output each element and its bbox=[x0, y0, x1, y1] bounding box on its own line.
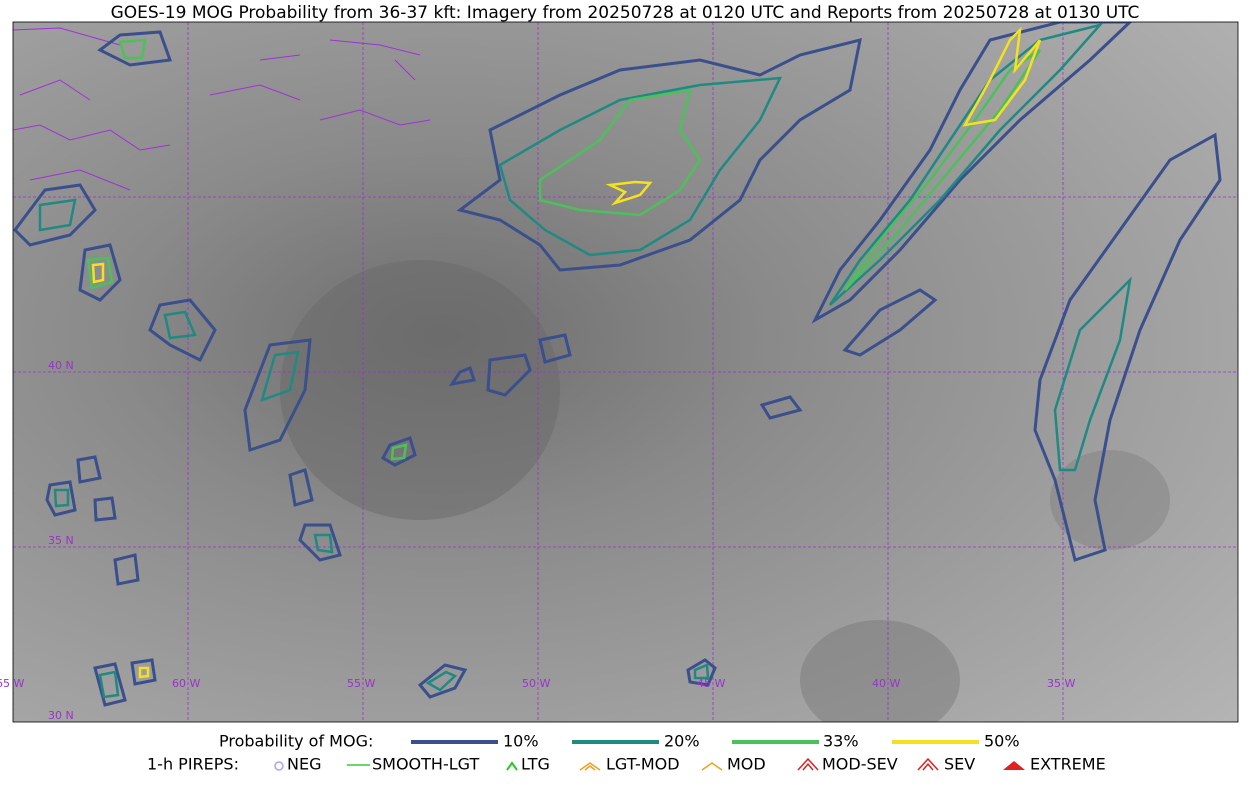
legend-item: 10% bbox=[503, 732, 539, 751]
legend-icon bbox=[917, 757, 939, 771]
legend-icon bbox=[1003, 761, 1025, 770]
contours bbox=[13, 22, 1222, 707]
grid bbox=[13, 22, 1238, 722]
legend-item: SMOOTH-LGT bbox=[372, 755, 479, 774]
lon-label: 45 W bbox=[697, 677, 725, 690]
legend-item: EXTREME bbox=[1030, 755, 1106, 774]
title: GOES-19 MOG Probability from 36-37 kft: … bbox=[111, 3, 1140, 23]
lon-label: 35 W bbox=[1047, 677, 1075, 690]
legend: Probability of MOG: 10% 20% 33% 50% 1-h … bbox=[147, 732, 1106, 774]
legend-icon bbox=[701, 762, 723, 771]
lon-label: 40 W bbox=[872, 677, 900, 690]
legend-item: NEG bbox=[287, 755, 321, 774]
legend-item: 20% bbox=[664, 732, 700, 751]
lon-label: 60 W bbox=[172, 677, 200, 690]
legend-item: LTG bbox=[521, 755, 550, 774]
lat-label: 30 N bbox=[48, 709, 74, 722]
lat-label: 40 N bbox=[48, 359, 74, 372]
lon-label: 65 W bbox=[0, 677, 24, 690]
legend-icon bbox=[506, 761, 518, 771]
legend-item: 33% bbox=[823, 732, 859, 751]
legend-title: Probability of MOG: bbox=[219, 732, 373, 751]
legend-icon bbox=[797, 757, 819, 771]
map bbox=[13, 22, 1238, 722]
coastline bbox=[13, 27, 431, 191]
legend-item: 50% bbox=[984, 732, 1020, 751]
legend-icon bbox=[579, 762, 601, 771]
lon-label: 55 W bbox=[347, 677, 375, 690]
legend-item: MOD bbox=[727, 755, 766, 774]
legend-item: MOD-SEV bbox=[822, 755, 898, 774]
dry-slot bbox=[280, 260, 560, 520]
legend-title: 1-h PIREPS: bbox=[147, 755, 239, 774]
map-frame bbox=[12, 21, 1239, 723]
legend-item: SEV bbox=[944, 755, 975, 774]
legend-icon bbox=[274, 761, 284, 771]
lat-label: 35 N bbox=[48, 534, 74, 547]
legend-item: LGT-MOD bbox=[606, 755, 680, 774]
lon-label: 50 W bbox=[522, 677, 550, 690]
dry-slot bbox=[1050, 450, 1170, 550]
dry-slot bbox=[800, 620, 960, 722]
